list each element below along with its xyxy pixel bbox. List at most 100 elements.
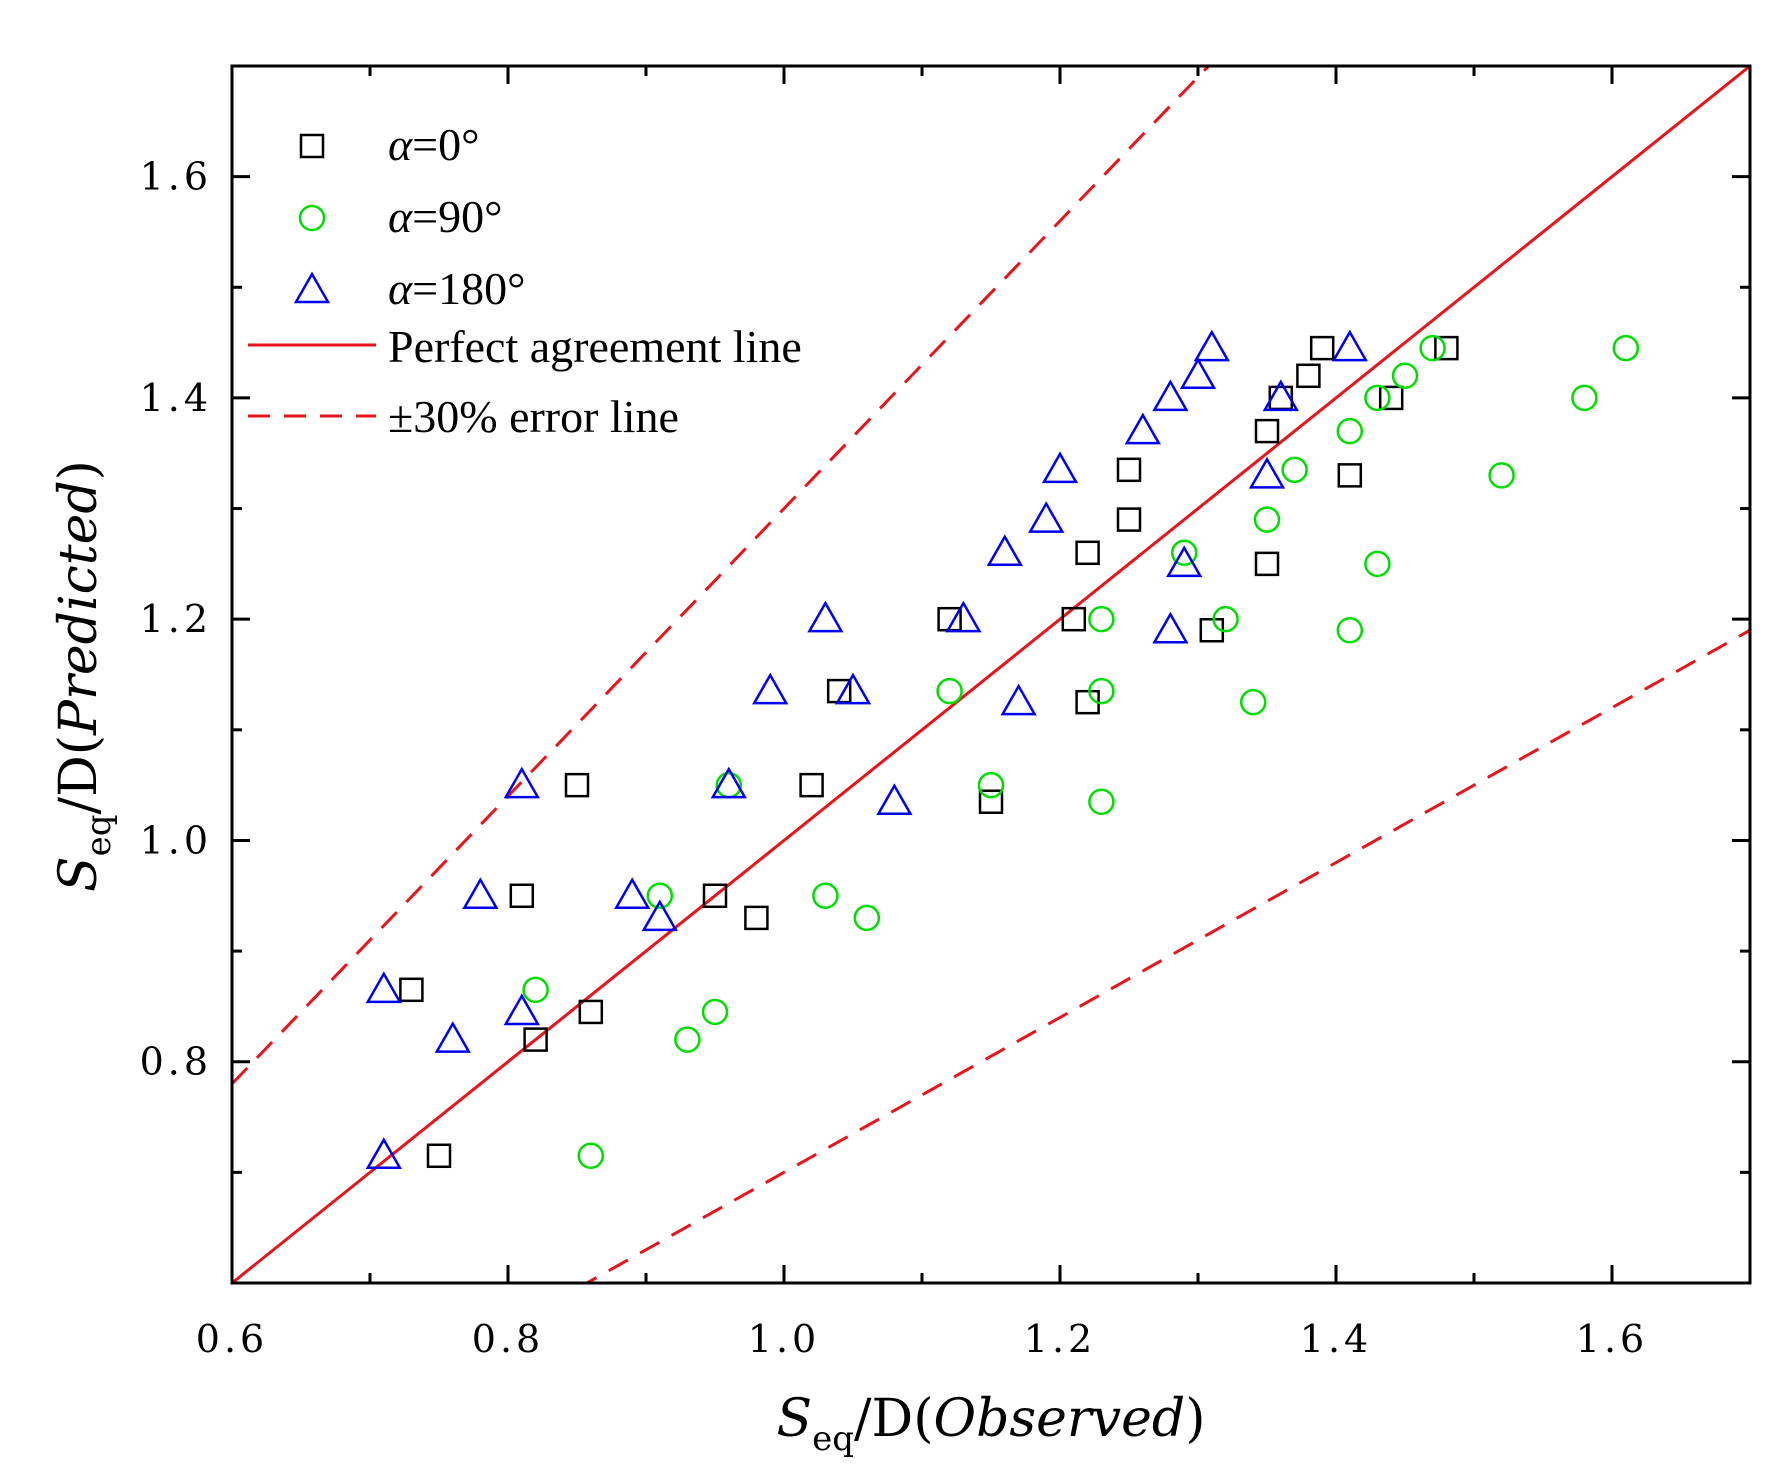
- triangle-data-point: [1152, 379, 1189, 412]
- circle-data-point: [674, 1026, 701, 1053]
- triangle-data-point: [503, 993, 540, 1026]
- triangle-data-point: [945, 600, 982, 633]
- square-data-point: [744, 905, 769, 931]
- circle-data-point: [1364, 384, 1391, 412]
- y-axis-title-close: ): [49, 460, 109, 480]
- x-axis-title-close: ): [1185, 1389, 1205, 1449]
- circle-data-point: [1488, 462, 1515, 489]
- x-tick-label: 1.0: [748, 1317, 820, 1361]
- error-line-lower: [583, 628, 1750, 1283]
- x-tick-label: 1.4: [1300, 1317, 1372, 1361]
- x-axis-title-paren: Observed: [934, 1389, 1186, 1449]
- circle-data-point: [812, 882, 839, 910]
- circle-data-point: [1088, 677, 1115, 705]
- x-axis-title-sub: eq: [812, 1419, 854, 1459]
- triangle-data-point: [614, 877, 651, 910]
- circle-data-point: [1391, 362, 1419, 390]
- square-data-point: [1296, 363, 1321, 389]
- square-data-point: [978, 789, 1004, 814]
- circle-data-point: [1571, 384, 1598, 412]
- x-axis-title-main: S: [777, 1389, 813, 1449]
- legend-label-value: =180°: [412, 263, 525, 314]
- triangle-data-point: [1193, 329, 1230, 362]
- legend-label: α=90°: [388, 191, 503, 242]
- triangle-data-point: [986, 534, 1023, 567]
- y-axis-title-main: S: [49, 856, 109, 892]
- legend-label-alpha: α: [388, 191, 413, 242]
- triangle-data-point: [1166, 545, 1203, 578]
- plot-frame: [230, 64, 1752, 1285]
- circle-data-point: [1170, 539, 1198, 567]
- circle-data-point: [853, 904, 881, 932]
- legend-marker-circle: [298, 204, 326, 232]
- triangle-data-point: [807, 600, 844, 633]
- square-data-point: [1254, 551, 1280, 577]
- triangle-data-point: [876, 783, 913, 815]
- legend: α=0°α=90°α=180°Perfect agreement line±30…: [248, 119, 802, 442]
- triangle-data-point: [641, 899, 678, 932]
- square-data-point: [1075, 540, 1100, 566]
- triangle-data-point: [752, 672, 789, 705]
- triangle-data-point: [1028, 501, 1065, 533]
- legend-label-value: =90°: [412, 191, 502, 242]
- legend-label: ±30% error line: [388, 391, 679, 442]
- triangle-data-point: [434, 1021, 471, 1053]
- y-axis-title-rest: /D(: [49, 735, 109, 815]
- triangle-data-point: [1331, 329, 1368, 362]
- triangle-data-point: [1152, 611, 1189, 644]
- perfect-agreement-line: [232, 66, 1750, 1283]
- triangle-data-point: [1041, 451, 1079, 484]
- legend-marker-triangle: [293, 271, 331, 304]
- square-data-point: [799, 772, 824, 798]
- y-tick-label: 1.0: [140, 818, 212, 862]
- triangle-data-point: [1000, 683, 1037, 716]
- legend-label: α=180°: [388, 263, 526, 314]
- circle-data-point: [646, 882, 674, 910]
- legend-label-alpha: α: [388, 119, 413, 170]
- square-data-point: [1268, 385, 1294, 411]
- x-tick-label: 0.8: [472, 1317, 544, 1361]
- legend-label: α=0°: [388, 119, 480, 170]
- circle-data-point: [577, 1142, 605, 1170]
- legend-marker-square: [299, 133, 325, 159]
- x-tick-label: 1.6: [1576, 1317, 1648, 1361]
- legend-label-value: =0°: [412, 119, 479, 170]
- y-tick-label: 1.4: [140, 376, 212, 420]
- square-data-point: [509, 883, 535, 909]
- y-axis-title-paren: Predicted: [49, 480, 109, 736]
- square-data-point: [578, 999, 604, 1025]
- circle-data-point: [936, 677, 963, 705]
- circle-data-point: [1419, 334, 1446, 362]
- square-data-point: [1309, 335, 1335, 361]
- triangle-data-point: [365, 1137, 402, 1170]
- square-data-point: [426, 1143, 452, 1169]
- square-data-point: [702, 883, 728, 909]
- square-data-point: [1116, 457, 1142, 483]
- y-tick-label: 0.8: [140, 1040, 212, 1084]
- triangle-data-point: [710, 766, 747, 799]
- error-line-upper: [232, 66, 1211, 1085]
- circle-data-point: [1088, 605, 1115, 633]
- x-tick-label: 1.2: [1024, 1317, 1096, 1361]
- square-data-point: [399, 977, 424, 1003]
- circle-data-point: [1364, 550, 1391, 578]
- square-data-point: [1254, 418, 1280, 444]
- triangle-data-point: [1262, 379, 1299, 412]
- triangle-data-point: [365, 971, 402, 1004]
- x-tick-label: 0.6: [196, 1317, 268, 1361]
- triangle-data-point: [462, 877, 499, 910]
- y-tick-label: 1.6: [140, 155, 212, 199]
- square-data-point: [564, 772, 590, 798]
- triangle-data-point: [834, 672, 872, 705]
- legend-label-alpha: α: [388, 263, 413, 314]
- triangle-data-point: [503, 766, 540, 799]
- circle-data-point: [1088, 788, 1115, 815]
- square-data-point: [523, 1027, 548, 1052]
- circle-data-point: [1253, 506, 1281, 533]
- y-axis-title: Seq/D(Predicted): [49, 460, 119, 892]
- x-axis-title-rest: /D(: [854, 1389, 934, 1449]
- square-data-point: [1378, 385, 1404, 411]
- circle-data-point: [1281, 456, 1308, 484]
- circle-data-point: [977, 771, 1005, 799]
